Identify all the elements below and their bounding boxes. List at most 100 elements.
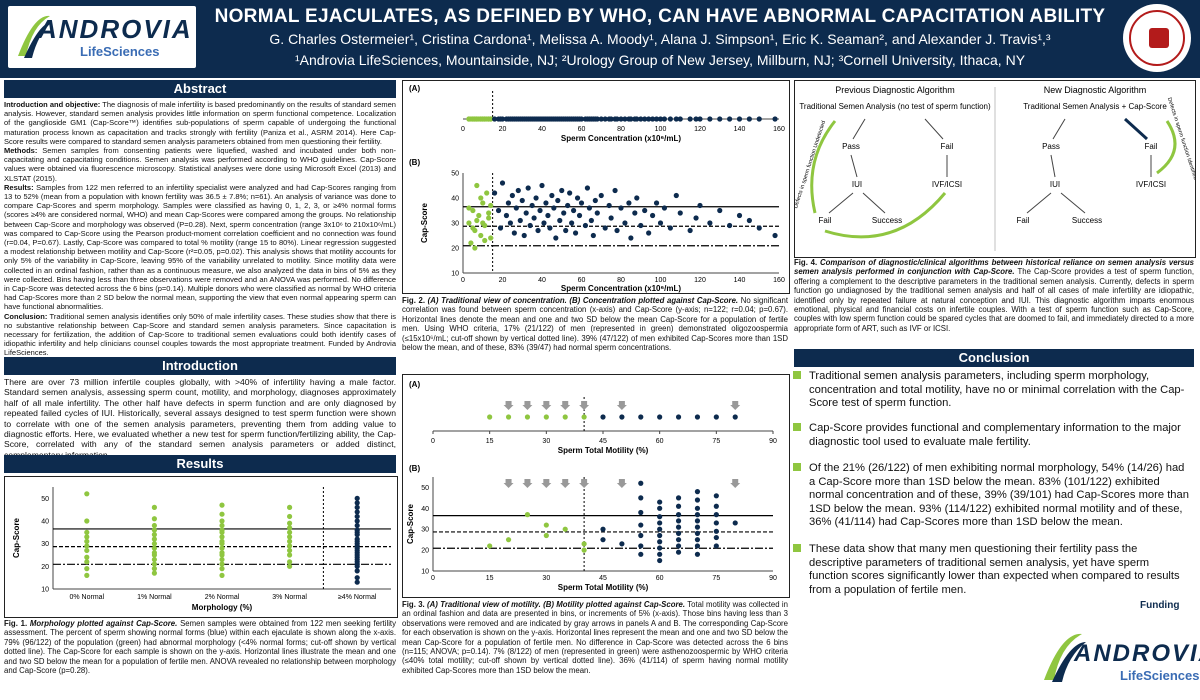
abnormal-point [151, 527, 157, 533]
normal-point [694, 518, 701, 524]
normal-point [354, 568, 360, 574]
fig4-prev-pass: Pass [842, 142, 860, 151]
abnormal-point [151, 504, 157, 510]
abnormal-point [287, 529, 293, 535]
y-axis-label: Cap-Score [406, 503, 415, 544]
abstract-results: Samples from 122 men referred to an infe… [4, 182, 396, 312]
x-tick-label: 0 [461, 277, 465, 284]
normal-point [657, 499, 663, 505]
normal-point [653, 200, 660, 206]
abnormal-point [84, 547, 90, 554]
normal-point [634, 195, 640, 201]
normal-strip-point [650, 116, 656, 122]
fig1-caption-title: Morphology plotted against Cap-Score. [29, 619, 178, 628]
normal-point [713, 503, 719, 509]
abnormal-point [219, 572, 225, 578]
normal-point [354, 500, 360, 506]
abnormal-point [287, 552, 293, 558]
normal-point [707, 220, 713, 226]
normal-point [535, 227, 541, 234]
normal-point [354, 513, 360, 520]
normal-point [713, 512, 719, 518]
normal-point [602, 225, 608, 231]
normal-point [694, 512, 701, 518]
normal-point [694, 551, 701, 557]
abnormal-point [151, 566, 157, 572]
normal-strip-point [594, 116, 600, 122]
x-category-label: 2% Normal [205, 594, 240, 601]
normal-point [694, 537, 701, 543]
oligozoospermic-strip-point [480, 116, 486, 122]
asthenozoospermic-strip-point [543, 414, 549, 420]
normal-strip-point [727, 116, 733, 122]
oligozoospermic-point [474, 217, 480, 224]
abnormal-point [84, 543, 90, 549]
normal-point [732, 520, 738, 526]
x-tick-label: 120 [694, 277, 706, 284]
normal-point [717, 207, 723, 214]
normal-point [657, 520, 663, 526]
removed-bin-arrow-icon [730, 401, 741, 410]
removed-bin-arrow-icon [730, 479, 741, 488]
fig4-new-arrow-iuisuccess [1060, 192, 1086, 214]
oligozoospermic-point [466, 220, 472, 226]
abnormal-point [219, 522, 225, 529]
fig3-caption-title: (A) Traditional view of motility. (B) Mo… [427, 600, 686, 609]
asthenozoospermic-point [543, 522, 549, 528]
normal-point [638, 222, 644, 229]
removed-bin-arrow-icon [579, 401, 590, 410]
normal-strip-point [608, 116, 614, 122]
oligozoospermic-point [480, 220, 486, 226]
normal-point [551, 205, 557, 211]
fig1-caption-label: Fig. 1. [4, 619, 28, 628]
normal-strip-point [667, 116, 673, 122]
normal-strip-point [492, 116, 498, 122]
oligozoospermic-point [468, 240, 474, 246]
normal-strip-point [717, 116, 723, 122]
removed-bin-arrow-icon [616, 479, 627, 488]
normal-point [354, 504, 360, 510]
fig3-caption: Fig. 3. (A) Traditional view of motility… [402, 600, 788, 675]
androvia-swoosh-icon [18, 15, 52, 58]
fig3-caption-label: Fig. 3. [402, 600, 425, 609]
fig4-caption-text: The Cap-Score provides a test of sperm f… [794, 267, 1194, 333]
fig3-panel-b-label: (B) [409, 464, 420, 473]
normal-point [541, 220, 547, 226]
x-tick-label: 40 [538, 277, 546, 284]
x-category-label: 0% Normal [69, 594, 104, 601]
asthenozoospermic-point [487, 543, 493, 549]
abstract-results-label: Results: [4, 182, 34, 192]
poster-authors: G. Charles Ostermeier¹, Cristina Cardona… [269, 31, 1051, 47]
abnormal-point [219, 534, 225, 540]
normal-point [693, 215, 699, 221]
y-axis-label: Cap-Score [12, 517, 21, 558]
normal-point [675, 495, 682, 501]
abnormal-point [151, 536, 157, 542]
y-tick-label: 50 [41, 496, 49, 503]
fig4-prev-fail2: Fail [819, 216, 832, 225]
fig4-prev-iui: IUI [852, 180, 862, 189]
fig4-new-iui: IUI [1050, 180, 1060, 189]
abnormal-point [151, 522, 157, 529]
y-tick-label: 30 [451, 221, 459, 228]
footer-logo-word: ANDROVIA [1074, 640, 1200, 667]
normal-point [545, 212, 551, 219]
normal-point [499, 180, 506, 186]
normal-point [537, 207, 543, 214]
normal-point [657, 526, 663, 532]
normal-point [531, 215, 537, 221]
normal-point [638, 543, 644, 549]
fig4-prev-arrow-pass [852, 118, 866, 140]
abnormal-point [219, 552, 225, 558]
cornell-seal-icon [1123, 4, 1191, 72]
normal-strip-point [598, 116, 604, 122]
normal-point [519, 197, 525, 204]
bullet-icon [793, 423, 801, 431]
asthenozoospermic-strip-point [487, 414, 493, 420]
abnormal-point [84, 559, 90, 565]
normal-point [572, 230, 579, 236]
normal-point [675, 530, 682, 536]
abnormal-point [151, 532, 157, 538]
footer-logo-sub: LifeSciences [1120, 668, 1200, 683]
normal-point [354, 575, 360, 581]
